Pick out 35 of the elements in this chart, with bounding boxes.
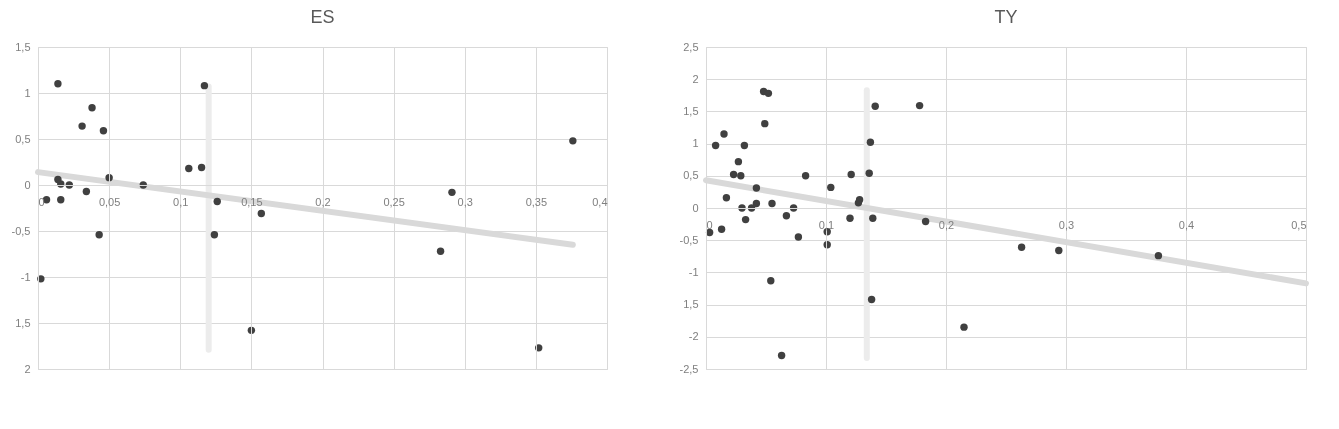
y-tick-label: -0,5 — [11, 224, 31, 237]
y-tick-label: 1 — [692, 137, 699, 150]
chart-title: TY — [994, 7, 1018, 27]
y-tick-label: 0,5 — [15, 132, 31, 145]
x-tick-label: 0,15 — [241, 195, 263, 208]
y-tick-label: -0,5 — [679, 233, 699, 246]
y-tick-label: 2 — [24, 362, 31, 375]
x-tick-label: 0,25 — [383, 195, 405, 208]
y-tick-label: 0,5 — [683, 169, 699, 182]
y-tick-label: -1 — [688, 265, 699, 278]
x-tick-label: 0,1 — [818, 218, 835, 231]
x-tick-label: 0,05 — [98, 195, 121, 208]
y-tick-label: 2 — [692, 72, 699, 85]
y-tick-label: 1,5 — [15, 40, 31, 53]
y-tick-label: 1,5 — [683, 298, 699, 311]
x-tick-label: 0,5 — [1291, 218, 1307, 231]
x-tick-label: 0,3 — [457, 195, 473, 208]
x-tick-label: 0 — [38, 195, 45, 208]
y-tick-label: -1 — [20, 270, 31, 283]
y-tick-label: -2,5 — [679, 362, 699, 375]
y-tick-label: 2,5 — [683, 40, 699, 53]
y-tick-label: 1,5 — [683, 104, 699, 117]
x-tick-label: 0,35 — [525, 195, 548, 208]
y-tick-label: -2 — [688, 330, 699, 343]
y-tick-label: 0 — [24, 178, 31, 191]
x-tick-label: 0,2 — [315, 195, 331, 208]
y-tick-label: 1 — [24, 86, 31, 99]
y-tick-label: 1,5 — [15, 316, 31, 329]
x-tick-label: 0,3 — [1058, 218, 1075, 231]
x-tick-label: 0,4 — [1178, 218, 1195, 231]
chart-title: ES — [310, 7, 335, 27]
x-tick-label: 0,4 — [592, 195, 608, 208]
x-tick-label: 0,2 — [938, 218, 955, 231]
x-tick-label: 0,1 — [173, 195, 189, 208]
x-tick-label: 0 — [706, 218, 713, 231]
